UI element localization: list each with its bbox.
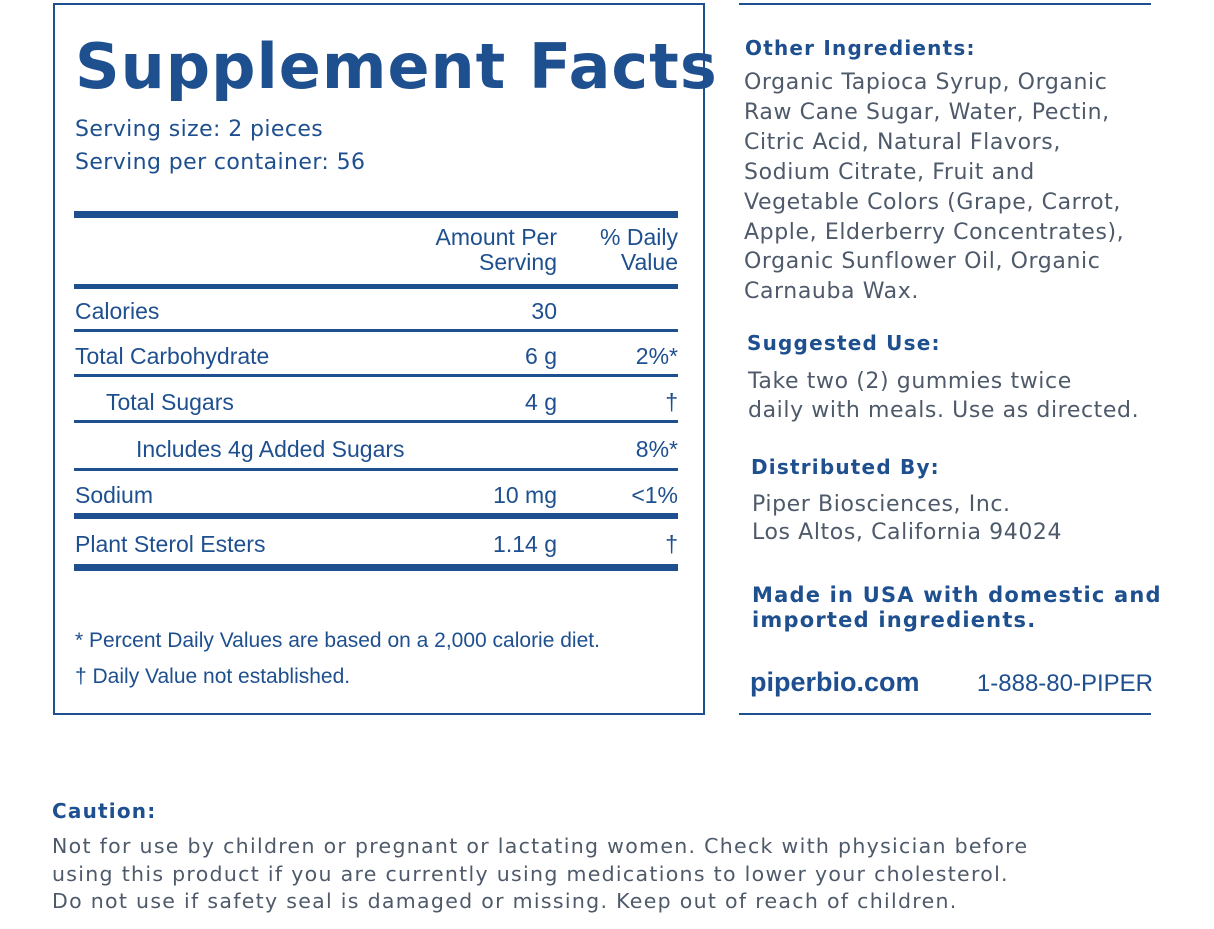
paragraph-line: Not for use by children or pregnant or l… [52,834,1029,858]
row-name: Includes 4g Added Sugars [136,436,405,462]
section-heading: Suggested Use: [747,331,941,355]
paragraph-line: daily with meals. Use as directed. [748,398,1140,423]
header-amount-1: Amount Per [435,224,557,250]
rule [74,211,678,218]
section-heading: Distributed By: [751,455,940,479]
paragraph-line: Take two (2) gummies twice [748,369,1072,394]
paragraph-line: Carnauba Wax. [744,279,919,305]
row-amount: 30 [531,298,557,324]
header-amount-2: Serving [479,249,557,275]
row-name: Calories [75,298,160,324]
phone: 1-888-80-PIPER [976,670,1153,697]
paragraph-line: Citric Acid, Natural Flavors, [744,129,1061,155]
footnote: * Percent Daily Values are based on a 2,… [75,629,600,652]
paragraph-line: Do not use if safety seal is damaged or … [52,889,958,913]
rule [739,3,1151,5]
row-daily-value: 2%* [635,343,678,369]
made-in: imported ingredients. [752,608,1037,632]
paragraph-line: using this product if you are currently … [52,861,1009,886]
row-amount: 10 mg [493,482,557,508]
row-name: Plant Sterol Esters [75,531,266,557]
paragraph-line: Apple, Elderberry Concentrates), [744,219,1125,245]
paragraph-line: Sodium Citrate, Fruit and [744,159,1035,185]
paragraph-line: Organic Sunflower Oil, Organic [744,249,1101,275]
website[interactable]: piperbio.com [750,667,920,697]
facts-box [53,3,705,715]
rule [74,564,678,571]
row-daily-value: † [665,531,678,557]
rule [74,284,678,289]
section-heading: Other Ingredients: [745,36,976,60]
serving-size: Serving size: 2 pieces [75,117,324,142]
section-heading: Caution: [52,799,157,823]
footnote: † Daily Value not established. [75,665,351,688]
row-amount: 4 g [525,389,557,415]
title: Supplement Facts [75,30,718,103]
paragraph-line: Organic Tapioca Syrup, Organic [744,70,1108,95]
rule [74,468,678,471]
paragraph-line: Piper Biosciences, Inc. [752,492,1011,517]
row-amount: 6 g [525,343,557,369]
row-name: Total Sugars [106,389,234,415]
header-dv-2: Value [620,249,678,275]
paragraph-line: Los Altos, California 94024 [752,520,1063,545]
rule [74,329,678,332]
header-dv-1: % Daily [600,224,678,250]
rule [74,420,678,423]
row-daily-value: 8%* [635,436,678,462]
row-amount: 1.14 g [493,531,557,557]
rule [74,513,678,519]
made-in: Made in USA with domestic and [752,583,1162,607]
servings-per-container: Serving per container: 56 [75,150,366,175]
row-daily-value: † [665,389,678,415]
paragraph-line: Raw Cane Sugar, Water, Pectin, [744,99,1110,125]
row-name: Sodium [75,482,153,508]
rule [739,713,1151,715]
row-name: Total Carbohydrate [75,343,270,369]
row-daily-value: <1% [631,482,678,508]
paragraph-line: Vegetable Colors (Grape, Carrot, [744,189,1121,215]
rule [74,374,678,377]
